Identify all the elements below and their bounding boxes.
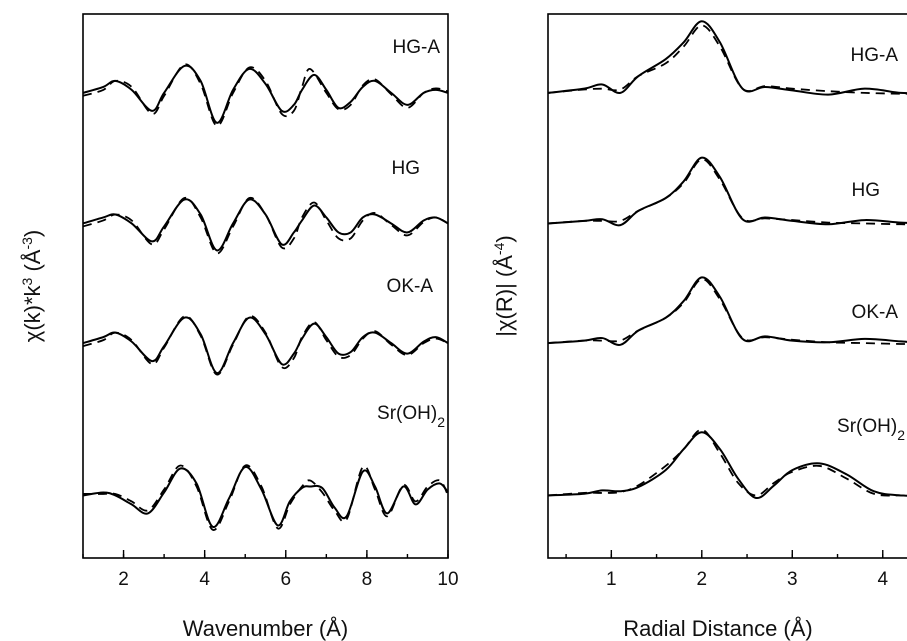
series-2-solid-line (548, 156, 907, 227)
series-3-solid-line (548, 276, 907, 346)
x-tick-label: 4 (199, 569, 210, 590)
panel-1: 2 4 6 8 10 Wavenumber (Å) χ(k)*k3 (Å-3) HG-A HG O… (19, 13, 459, 641)
series-label: HG (392, 158, 421, 179)
series-label: Sr(OH)2 (377, 403, 445, 430)
series-4-dashed-line (548, 428, 907, 497)
series-4-solid-line (548, 431, 907, 499)
series-label: OK-A (387, 276, 434, 297)
x-tick-label: 10 (437, 569, 458, 590)
plot-frame (82, 13, 449, 559)
x-tick-label: 1 (606, 569, 617, 590)
series-2-dashed-line (82, 196, 449, 255)
y-axis-title: |χ(R)| (Å-4) (491, 235, 517, 336)
x-tick-label: 8 (362, 569, 373, 590)
series-4-dashed-line (83, 464, 449, 531)
series-label: Sr(OH)2 (837, 416, 905, 443)
x-axis-title: Radial Distance (Å) (623, 616, 813, 641)
x-tick-label: 4 (877, 569, 888, 590)
x-axis-title: Wavenumber (Å) (183, 616, 348, 641)
x-tick-label: 3 (787, 569, 798, 590)
series-label: HG (852, 180, 881, 201)
series-1-dashed-line (548, 24, 907, 95)
series-2-solid-line (82, 198, 449, 252)
x-tick-label: 2 (697, 569, 708, 590)
plot-frame (547, 13, 907, 559)
panel-2: 1 2 3 4 Radial Distance (Å) |χ(R)| (Å-4) HG-A H… (491, 13, 907, 641)
series-3-solid-line (82, 316, 449, 375)
series-label: HG-A (393, 37, 441, 58)
x-tick-label: 6 (280, 569, 291, 590)
series-2-dashed-line (548, 158, 907, 226)
series-1-dashed-line (82, 63, 449, 127)
series-label: OK-A (852, 302, 899, 323)
series-3-dashed-line (82, 315, 449, 376)
series-3-dashed-line (548, 278, 907, 345)
series-1-solid-line (82, 64, 449, 124)
y-axis-title: χ(k)*k3 (Å-3) (19, 230, 45, 342)
series-4-solid-line (82, 466, 449, 528)
series-label: HG-A (851, 45, 899, 66)
x-tick-label: 2 (118, 569, 129, 590)
